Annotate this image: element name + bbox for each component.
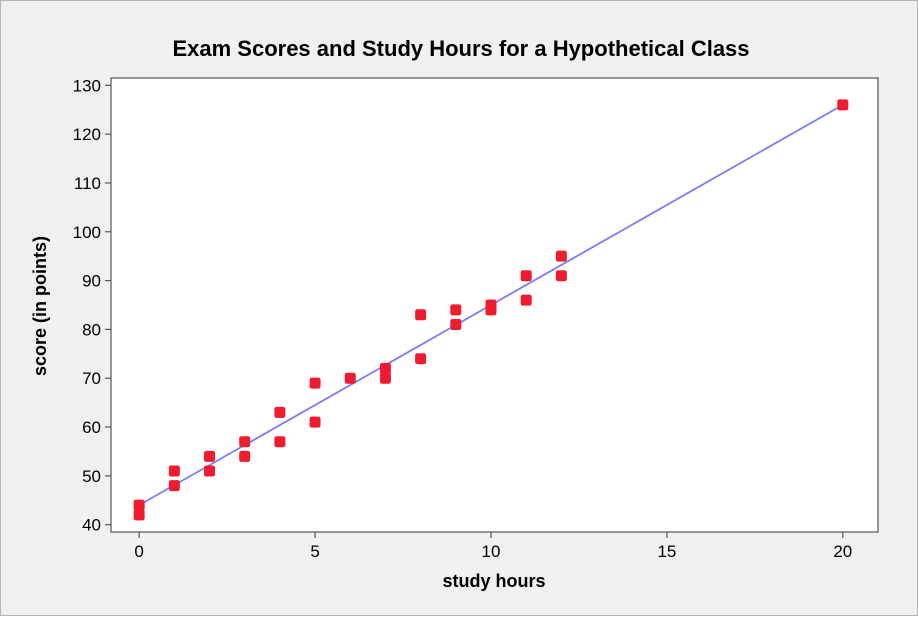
y-tick-label: 130: [73, 76, 101, 95]
y-tick-label: 100: [73, 223, 101, 242]
data-point: [379, 372, 391, 384]
data-point: [450, 304, 462, 316]
data-point: [344, 372, 356, 384]
y-tick-label: 60: [82, 418, 101, 437]
data-point: [520, 270, 532, 282]
data-point: [274, 406, 286, 418]
x-tick-label: 0: [134, 542, 143, 561]
y-tick-label: 70: [82, 369, 101, 388]
data-point: [555, 250, 567, 262]
x-axis-title: study hours: [442, 571, 545, 591]
data-point: [415, 309, 427, 321]
data-points-layer: [133, 99, 849, 521]
data-point: [239, 450, 251, 462]
x-tick-label: 5: [310, 542, 319, 561]
y-axis: 40 50 60 70 80 90 100 110 120 130: [73, 76, 111, 535]
data-point: [485, 299, 497, 311]
data-point: [379, 362, 391, 374]
x-tick-label: 15: [657, 542, 676, 561]
x-tick-label: 10: [482, 542, 501, 561]
chart-title: Exam Scores and Study Hours for a Hypoth…: [172, 36, 749, 61]
data-point: [168, 480, 180, 492]
data-point: [450, 319, 462, 331]
data-point: [133, 499, 145, 511]
data-point: [133, 509, 145, 521]
data-point: [555, 270, 567, 282]
data-point: [168, 465, 180, 477]
y-axis-title: score (in points): [30, 236, 50, 376]
y-tick-label: 40: [82, 516, 101, 535]
data-point: [309, 377, 321, 389]
data-point: [415, 353, 427, 365]
x-tick-label: 20: [833, 542, 852, 561]
data-point: [837, 99, 849, 111]
y-tick-label: 110: [74, 174, 101, 193]
data-point: [204, 450, 216, 462]
data-point: [239, 436, 251, 448]
x-axis: 0 5 10 15 20: [134, 532, 852, 561]
y-tick-label: 50: [82, 467, 101, 486]
y-tick-label: 80: [82, 320, 101, 339]
data-point: [274, 436, 286, 448]
y-tick-label: 120: [73, 125, 101, 144]
data-point: [309, 416, 321, 428]
data-point: [204, 465, 216, 477]
data-point: [520, 294, 532, 306]
y-tick-label: 90: [82, 272, 101, 291]
